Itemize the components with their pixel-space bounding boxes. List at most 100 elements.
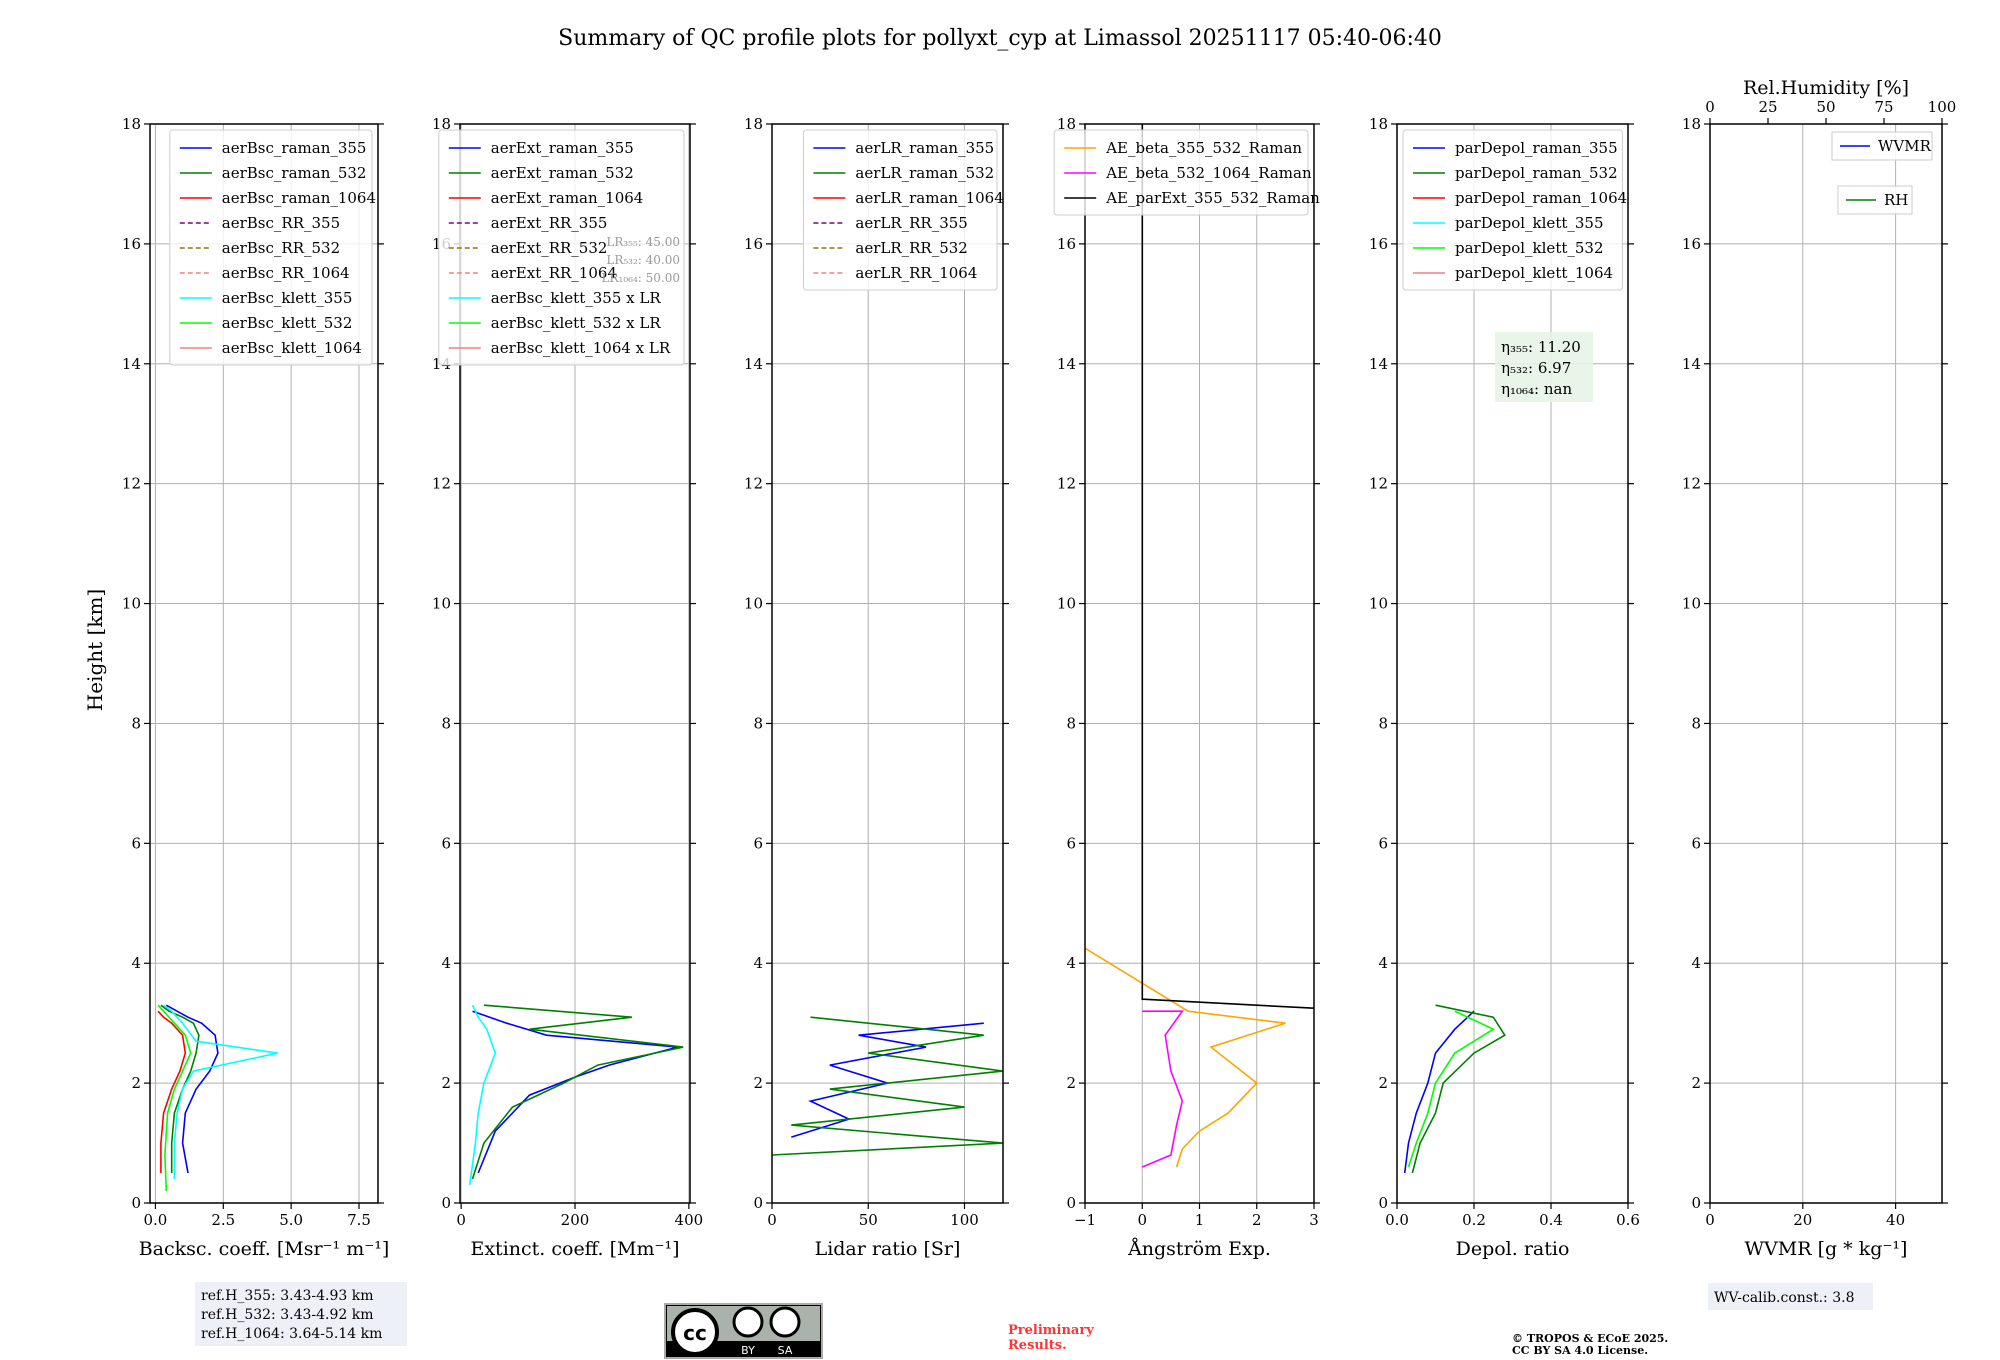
y-tick-label: 18 [1057, 115, 1076, 133]
y-axis-label: Height [km] [83, 589, 107, 711]
x-tick-label: 5.0 [279, 1211, 303, 1229]
series-line-aerBsc_raman_1064 [157, 1010, 187, 1173]
legend-label: aerLR_raman_532 [855, 164, 994, 182]
y-tick-label: 0 [1691, 1194, 1701, 1212]
series-line-aerExt_raman_355 [472, 1010, 678, 1174]
legend-label: WVMR [1878, 137, 1932, 155]
series-group [772, 1016, 1003, 1156]
y-tick-label: 6 [131, 834, 141, 852]
y-tick-label: 14 [1369, 355, 1388, 373]
y-tick-label: 4 [1378, 954, 1388, 972]
x-tick-label: 1 [1195, 1211, 1205, 1229]
legend-label: parDepol_raman_355 [1455, 139, 1618, 157]
legend-label: aerExt_raman_1064 [491, 189, 644, 207]
legend: AE_beta_355_532_Raman AE_beta_532_1064_Ra… [1053, 129, 1320, 216]
y-tick-label: 4 [131, 954, 141, 972]
y-tick-label: 16 [122, 235, 141, 253]
y-tick-label: 2 [1691, 1074, 1701, 1092]
y-tick-label: 6 [1066, 834, 1076, 852]
panel-3: 0 2 4 6 8 10 12 14 16 18 0 50 100 Lidar ratio [Sr] aer… [744, 115, 1009, 1260]
legend-label: aerExt_RR_355 [491, 214, 608, 232]
y-tick-label: 12 [1369, 475, 1388, 493]
eta-label: η₃₅₅: 11.20 [1501, 338, 1581, 356]
x-axis-label: Depol. ratio [1456, 1238, 1570, 1260]
x-tick-label: 0.4 [1539, 1211, 1563, 1229]
x-tick-label: 200 [561, 1211, 590, 1229]
panel-2: 0246810121416180200400Extinct. coeff. [M… [432, 115, 703, 1260]
x-tick-label: 0.2 [1462, 1211, 1486, 1229]
legend-label: aerBsc_raman_1064 [222, 189, 376, 207]
legend-label: aerExt_raman_355 [491, 139, 634, 157]
preliminary-label: Preliminary [1008, 1323, 1094, 1338]
x-tick-label: 2 [1252, 1211, 1262, 1229]
legend-label: parDepol_raman_532 [1455, 164, 1618, 182]
legend-label: aerLR_raman_1064 [855, 189, 1003, 207]
legend-label: aerLR_RR_532 [855, 239, 967, 257]
legend-label: parDepol_klett_1064 [1455, 264, 1613, 282]
ref-height-355: ref.H_355: 3.43-4.93 km [201, 1288, 374, 1304]
axes-frame [1709, 123, 1943, 1204]
y-tick-label: 18 [122, 115, 141, 133]
cc-license-badge: cc BY SA [664, 1303, 823, 1359]
x-tick-label: 50 [859, 1211, 878, 1229]
y-tick-label: 14 [1057, 355, 1076, 373]
x2-tick-label: 75 [1874, 98, 1893, 116]
series-group [468, 1004, 684, 1186]
legend-box [802, 129, 998, 291]
y-tick-label: 6 [1378, 834, 1388, 852]
y-tick-label: 16 [744, 235, 763, 253]
legend-box [1402, 129, 1623, 291]
legend-label: aerBsc_RR_1064 [222, 264, 350, 282]
y-tick-label: 4 [1066, 954, 1076, 972]
x-axis-label: WVMR [g * kg⁻¹] [1745, 1238, 1908, 1260]
eta-label: η₁₀₆₄: nan [1501, 380, 1572, 398]
legend-label: aerBsc_raman_355 [222, 139, 367, 157]
legend-label: aerBsc_RR_532 [222, 239, 340, 257]
share-alike-icon [769, 1306, 801, 1338]
series-line-aerLR_raman_355 [791, 1022, 984, 1138]
legend-label: aerBsc_RR_355 [222, 214, 340, 232]
cc-logo-text: cc [683, 1321, 707, 1345]
x-tick-label: 2.5 [211, 1211, 235, 1229]
series-line-AE_parExt_355_532_Raman [1141, 124, 1314, 1009]
y-tick-label: 16 [1369, 235, 1388, 253]
y-tick-label: 18 [744, 115, 763, 133]
y-tick-label: 0 [753, 1194, 763, 1212]
x-tick-label: −1 [1074, 1211, 1096, 1229]
legend-label: aerExt_RR_532 [491, 239, 608, 257]
axes-frame [1396, 123, 1629, 1204]
legend-label: parDepol_klett_532 [1455, 239, 1604, 257]
x-axis-label: Backsc. coeff. [Msr⁻¹ m⁻¹] [139, 1238, 390, 1260]
panel-1: 0 2 4 6 8 10 12 14 16 18 0.0 2.5 5.0 7.5 Backsc. coeff… [122, 115, 389, 1260]
y-tick-label: 2 [1066, 1074, 1076, 1092]
wv-calib-box: WV-calib.const.: 3.8 [1708, 1283, 1873, 1310]
results-label: Results. [1008, 1338, 1067, 1353]
series-line-aerBsc_klett_355 x LR [468, 1004, 497, 1186]
y-tick-label: 6 [441, 834, 451, 852]
y-tick-label: 8 [441, 714, 451, 732]
copyright-line-1: © TROPOS & ECoE 2025. [1512, 1332, 1668, 1345]
series-line-aerBsc_raman_532 [160, 1004, 200, 1173]
axes-frame [771, 123, 1004, 1204]
legend-label: aerBsc_klett_1064 x LR [491, 339, 671, 357]
x-axis-label: Lidar ratio [Sr] [815, 1238, 961, 1260]
y-tick-label: 12 [432, 475, 451, 493]
y-tick-label: 4 [753, 954, 763, 972]
legend: aerLR_raman_355 aerLR_raman_532 aerLR_rama… [802, 129, 1004, 291]
eta-label: η₅₃₂: 6.97 [1501, 359, 1571, 377]
y-tick-label: 12 [744, 475, 763, 493]
license-by: BY [741, 1344, 755, 1357]
legend-label: aerBsc_klett_355 [222, 289, 353, 307]
legend-label: aerBsc_klett_532 x LR [491, 314, 662, 332]
y-tick-label: 6 [1691, 834, 1701, 852]
legend-label: AE_parExt_355_532_Raman [1105, 189, 1320, 207]
x-tick-label: 0.0 [143, 1211, 167, 1229]
y-tick-label: 4 [441, 954, 451, 972]
x-tick-label: 0 [1137, 1211, 1147, 1229]
series-group [1085, 124, 1314, 1168]
series-line-AE_beta_355_532_Raman [1085, 947, 1286, 1168]
legend-label: aerExt_raman_532 [491, 164, 634, 182]
y-tick-label: 10 [1682, 595, 1701, 613]
